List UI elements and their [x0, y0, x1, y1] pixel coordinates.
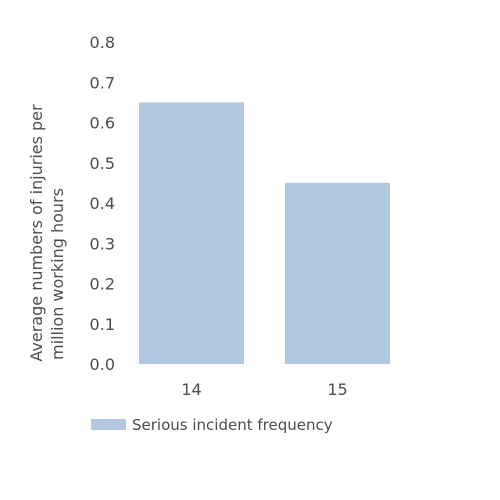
legend-label: Serious incident frequency	[132, 416, 333, 434]
bar-series	[139, 102, 390, 364]
y-tick-label: 0.6	[90, 114, 115, 133]
legend: Serious incident frequency	[91, 416, 333, 434]
y-axis-title-line-1: Average numbers of injuries per	[27, 104, 46, 362]
y-tick-label: 0.7	[90, 73, 115, 92]
y-tick-label: 0.4	[90, 194, 115, 213]
y-tick-label: 0.0	[90, 355, 115, 374]
bar	[139, 102, 244, 364]
y-tick-label: 0.1	[90, 315, 115, 334]
y-axis-title: Average numbers of injuries per million …	[27, 104, 67, 362]
y-tick-label: 0.2	[90, 275, 115, 294]
x-tick-label: 15	[327, 380, 347, 399]
y-tick-label: 0.5	[90, 154, 115, 173]
y-axis-title-line-2: million working hours	[48, 188, 67, 360]
x-axis-ticks: 14 15	[181, 380, 347, 399]
bar	[285, 182, 390, 364]
x-tick-label: 14	[181, 380, 201, 399]
y-tick-label: 0.8	[90, 33, 115, 52]
y-axis-ticks: 0.0 0.1 0.2 0.3 0.4 0.5 0.6 0.7 0.8	[90, 33, 115, 374]
y-tick-label: 0.3	[90, 234, 115, 253]
legend-swatch	[91, 419, 126, 430]
